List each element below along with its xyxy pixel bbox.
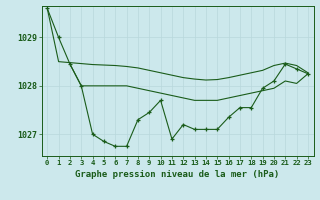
X-axis label: Graphe pression niveau de la mer (hPa): Graphe pression niveau de la mer (hPa) <box>76 170 280 179</box>
